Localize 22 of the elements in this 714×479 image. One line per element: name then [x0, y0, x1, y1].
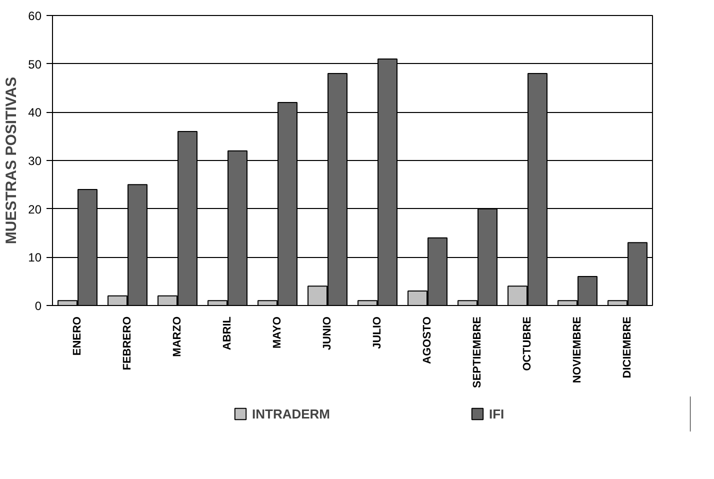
y-tick-label: 20 [28, 202, 42, 216]
x-tick-label: JUNIO [322, 316, 334, 350]
legend-label: IFI [489, 406, 506, 421]
x-tick-label: AGOSTO [422, 316, 434, 364]
x-tick-label: SEPTIEMBRE [472, 316, 484, 388]
x-tick-label: JULIO [372, 316, 384, 349]
x-tick-label: ABRIL [222, 316, 234, 350]
x-tick-label: DICIEMBRE [622, 316, 634, 378]
legend-label: INTRADERM [252, 406, 330, 421]
y-tick-label: 10 [28, 250, 42, 265]
y-tick-label: 40 [28, 106, 42, 120]
y-tick-label: 0 [34, 299, 42, 313]
y-tick-label: 30 [28, 154, 42, 168]
x-tick-label: MARZO [172, 316, 184, 357]
y-tick-label: 60 [28, 9, 42, 23]
y-axis-title: MUESTRAS POSITIVAS [3, 76, 20, 244]
x-tick-label: OCTUBRE [522, 316, 534, 371]
x-tick-label: ENERO [72, 316, 84, 356]
x-tick-label: NOVIEMBRE [572, 316, 584, 384]
x-tick-label: MAYO [272, 316, 284, 348]
y-tick-label: 50 [28, 57, 42, 72]
x-tick-label: FEBRERO [122, 316, 134, 370]
